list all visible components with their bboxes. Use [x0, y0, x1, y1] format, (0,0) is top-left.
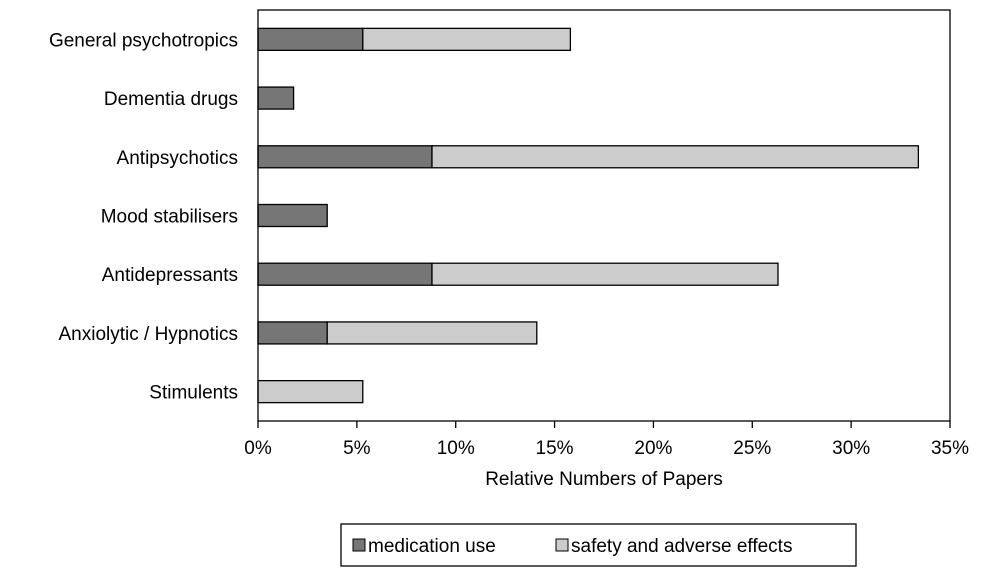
bar-segment-safety-adverse-effects-6 [257, 379, 364, 404]
category-label: General psychotropics [49, 30, 238, 51]
bar-segment-medication-use-5 [257, 321, 328, 345]
bars-group [257, 27, 920, 404]
x-axis-ticks: 0% 5% 10% 15% 20% 25% 30% 35% [244, 421, 969, 459]
bar-segment-medication-use-2 [257, 145, 433, 169]
bar-segment-medication-use-3 [257, 203, 328, 228]
bar-segment-safety-adverse-effects-0 [362, 27, 572, 52]
x-tick-label: 15% [536, 438, 574, 459]
category-labels: General psychotropics Dementia drugs Antip… [49, 30, 238, 403]
category-label: Antipsychotics [117, 148, 238, 169]
plot-frame [257, 9, 951, 422]
legend: medication use safety and adverse effects [340, 523, 857, 567]
x-tick-label: 25% [733, 438, 771, 459]
bar-segment-medication-use-0 [257, 27, 364, 52]
legend-swatch-safety-adverse-effects [555, 538, 569, 552]
bar-segment-safety-adverse-effects-4 [431, 262, 779, 286]
x-axis-title: Relative Numbers of Papers [485, 469, 723, 490]
x-tick-label: 0% [244, 438, 272, 459]
x-tick-label: 5% [343, 438, 371, 459]
legend-box [340, 523, 857, 567]
legend-label-medication-use: medication use [368, 536, 496, 557]
category-label: Mood stabilisers [101, 207, 238, 228]
x-tick-label: 10% [437, 438, 475, 459]
bar-segment-medication-use-4 [257, 262, 433, 286]
category-label: Anxiolytic / Hypnotics [58, 324, 238, 345]
x-tick-label: 30% [832, 438, 870, 459]
category-label: Dementia drugs [104, 89, 238, 110]
x-tick-label: 35% [931, 438, 969, 459]
legend-label-safety-adverse-effects: safety and adverse effects [571, 536, 792, 557]
bar-segment-safety-adverse-effects-2 [431, 145, 920, 169]
legend-swatch-medication-use [352, 538, 366, 552]
x-tick-label: 20% [634, 438, 672, 459]
bar-segment-safety-adverse-effects-5 [326, 321, 538, 345]
category-label: Antidepressants [102, 265, 238, 286]
category-label: Stimulents [149, 383, 238, 404]
bar-segment-medication-use-1 [257, 86, 295, 110]
